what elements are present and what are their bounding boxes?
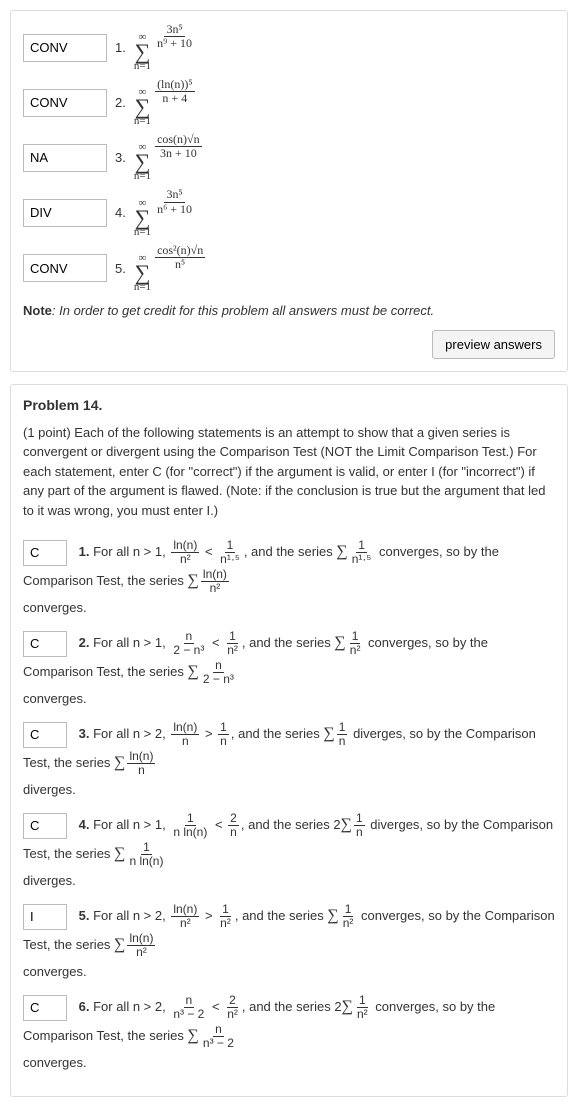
series-row: 5. ∞∑n=1cos²(n)√nn⁵ <box>23 244 555 293</box>
statement-number: 6. <box>79 999 90 1014</box>
series-number: 5. <box>115 261 126 276</box>
statement-answer-input[interactable] <box>23 813 67 839</box>
statement-number: 2. <box>79 635 90 650</box>
statement-tail: diverges. <box>23 869 555 892</box>
statement-block: 4. For all n > 1, 1n ln(n) < 2n, and the… <box>23 811 555 892</box>
statement-tail: converges. <box>23 1051 555 1074</box>
statement-text: For all n > 1, 1n ln(n) < 2n, and the se… <box>23 817 553 861</box>
series-expression: ∞∑n=13n⁵n⁶ + 10 <box>132 188 196 237</box>
preview-answers-button[interactable]: preview answers <box>432 330 555 359</box>
series-row: 3. ∞∑n=1cos(n)√n3n + 10 <box>23 133 555 182</box>
statement-answer-input[interactable] <box>23 995 67 1021</box>
note-text: : In order to get credit for this proble… <box>52 303 434 318</box>
series-number: 4. <box>115 205 126 220</box>
statement-number: 3. <box>79 726 90 741</box>
series-number: 1. <box>115 40 126 55</box>
series-expression: ∞∑n=1cos²(n)√nn⁵ <box>132 244 207 293</box>
statement-text: For all n > 1, n2 − n³ < 1n², and the se… <box>23 635 488 679</box>
problem-13-section: 1. ∞∑n=13n⁵n⁹ + 10 2. ∞∑n=1(ln(n))⁵n + 4 3. ∞… <box>10 10 568 372</box>
problem-note: Note: In order to get credit for this pr… <box>23 303 555 318</box>
problem-14-section: Problem 14. (1 point) Each of the follow… <box>10 384 568 1097</box>
statement-tail: converges. <box>23 687 555 710</box>
statement-text: For all n > 2, nn³ − 2 < 2n², and the se… <box>23 999 495 1043</box>
series-number: 3. <box>115 150 126 165</box>
answer-input[interactable] <box>23 89 107 117</box>
series-number: 2. <box>115 95 126 110</box>
statement-tail: diverges. <box>23 778 555 801</box>
series-row: 1. ∞∑n=13n⁵n⁹ + 10 <box>23 23 555 72</box>
statement-text: For all n > 2, ln(n)n > 1n, and the seri… <box>23 726 536 770</box>
statement-answer-input[interactable] <box>23 904 67 930</box>
statement-block: 5. For all n > 2, ln(n)n² > 1n², and the… <box>23 902 555 983</box>
statement-tail: converges. <box>23 596 555 619</box>
statement-answer-input[interactable] <box>23 540 67 566</box>
statement-block: 6. For all n > 2, nn³ − 2 < 2n², and the… <box>23 993 555 1074</box>
statement-block: 1. For all n > 1, ln(n)n² < 1n¹·⁵, and t… <box>23 538 555 619</box>
statement-text: For all n > 2, ln(n)n² > 1n², and the se… <box>23 908 555 952</box>
statement-answer-input[interactable] <box>23 722 67 748</box>
series-list: 1. ∞∑n=13n⁵n⁹ + 10 2. ∞∑n=1(ln(n))⁵n + 4 3. ∞… <box>23 23 555 293</box>
statement-number: 1. <box>79 544 90 559</box>
statement-text: For all n > 1, ln(n)n² < 1n¹·⁵, and the … <box>23 544 499 588</box>
series-row: 2. ∞∑n=1(ln(n))⁵n + 4 <box>23 78 555 127</box>
answer-input[interactable] <box>23 34 107 62</box>
series-expression: ∞∑n=13n⁵n⁹ + 10 <box>132 23 196 72</box>
statement-number: 4. <box>79 817 90 832</box>
series-expression: ∞∑n=1cos(n)√n3n + 10 <box>132 133 204 182</box>
statement-tail: converges. <box>23 960 555 983</box>
series-row: 4. ∞∑n=13n⁵n⁶ + 10 <box>23 188 555 237</box>
answer-input[interactable] <box>23 144 107 172</box>
problem-14-header: Problem 14. <box>23 397 555 413</box>
statement-answer-input[interactable] <box>23 631 67 657</box>
statement-list: 1. For all n > 1, ln(n)n² < 1n¹·⁵, and t… <box>23 538 555 1074</box>
statement-number: 5. <box>79 908 90 923</box>
problem-14-description: (1 point) Each of the following statemen… <box>23 423 555 521</box>
statement-block: 3. For all n > 2, ln(n)n > 1n, and the s… <box>23 720 555 801</box>
answer-input[interactable] <box>23 199 107 227</box>
note-prefix: Note <box>23 303 52 318</box>
statement-block: 2. For all n > 1, n2 − n³ < 1n², and the… <box>23 629 555 710</box>
answer-input[interactable] <box>23 254 107 282</box>
series-expression: ∞∑n=1(ln(n))⁵n + 4 <box>132 78 197 127</box>
